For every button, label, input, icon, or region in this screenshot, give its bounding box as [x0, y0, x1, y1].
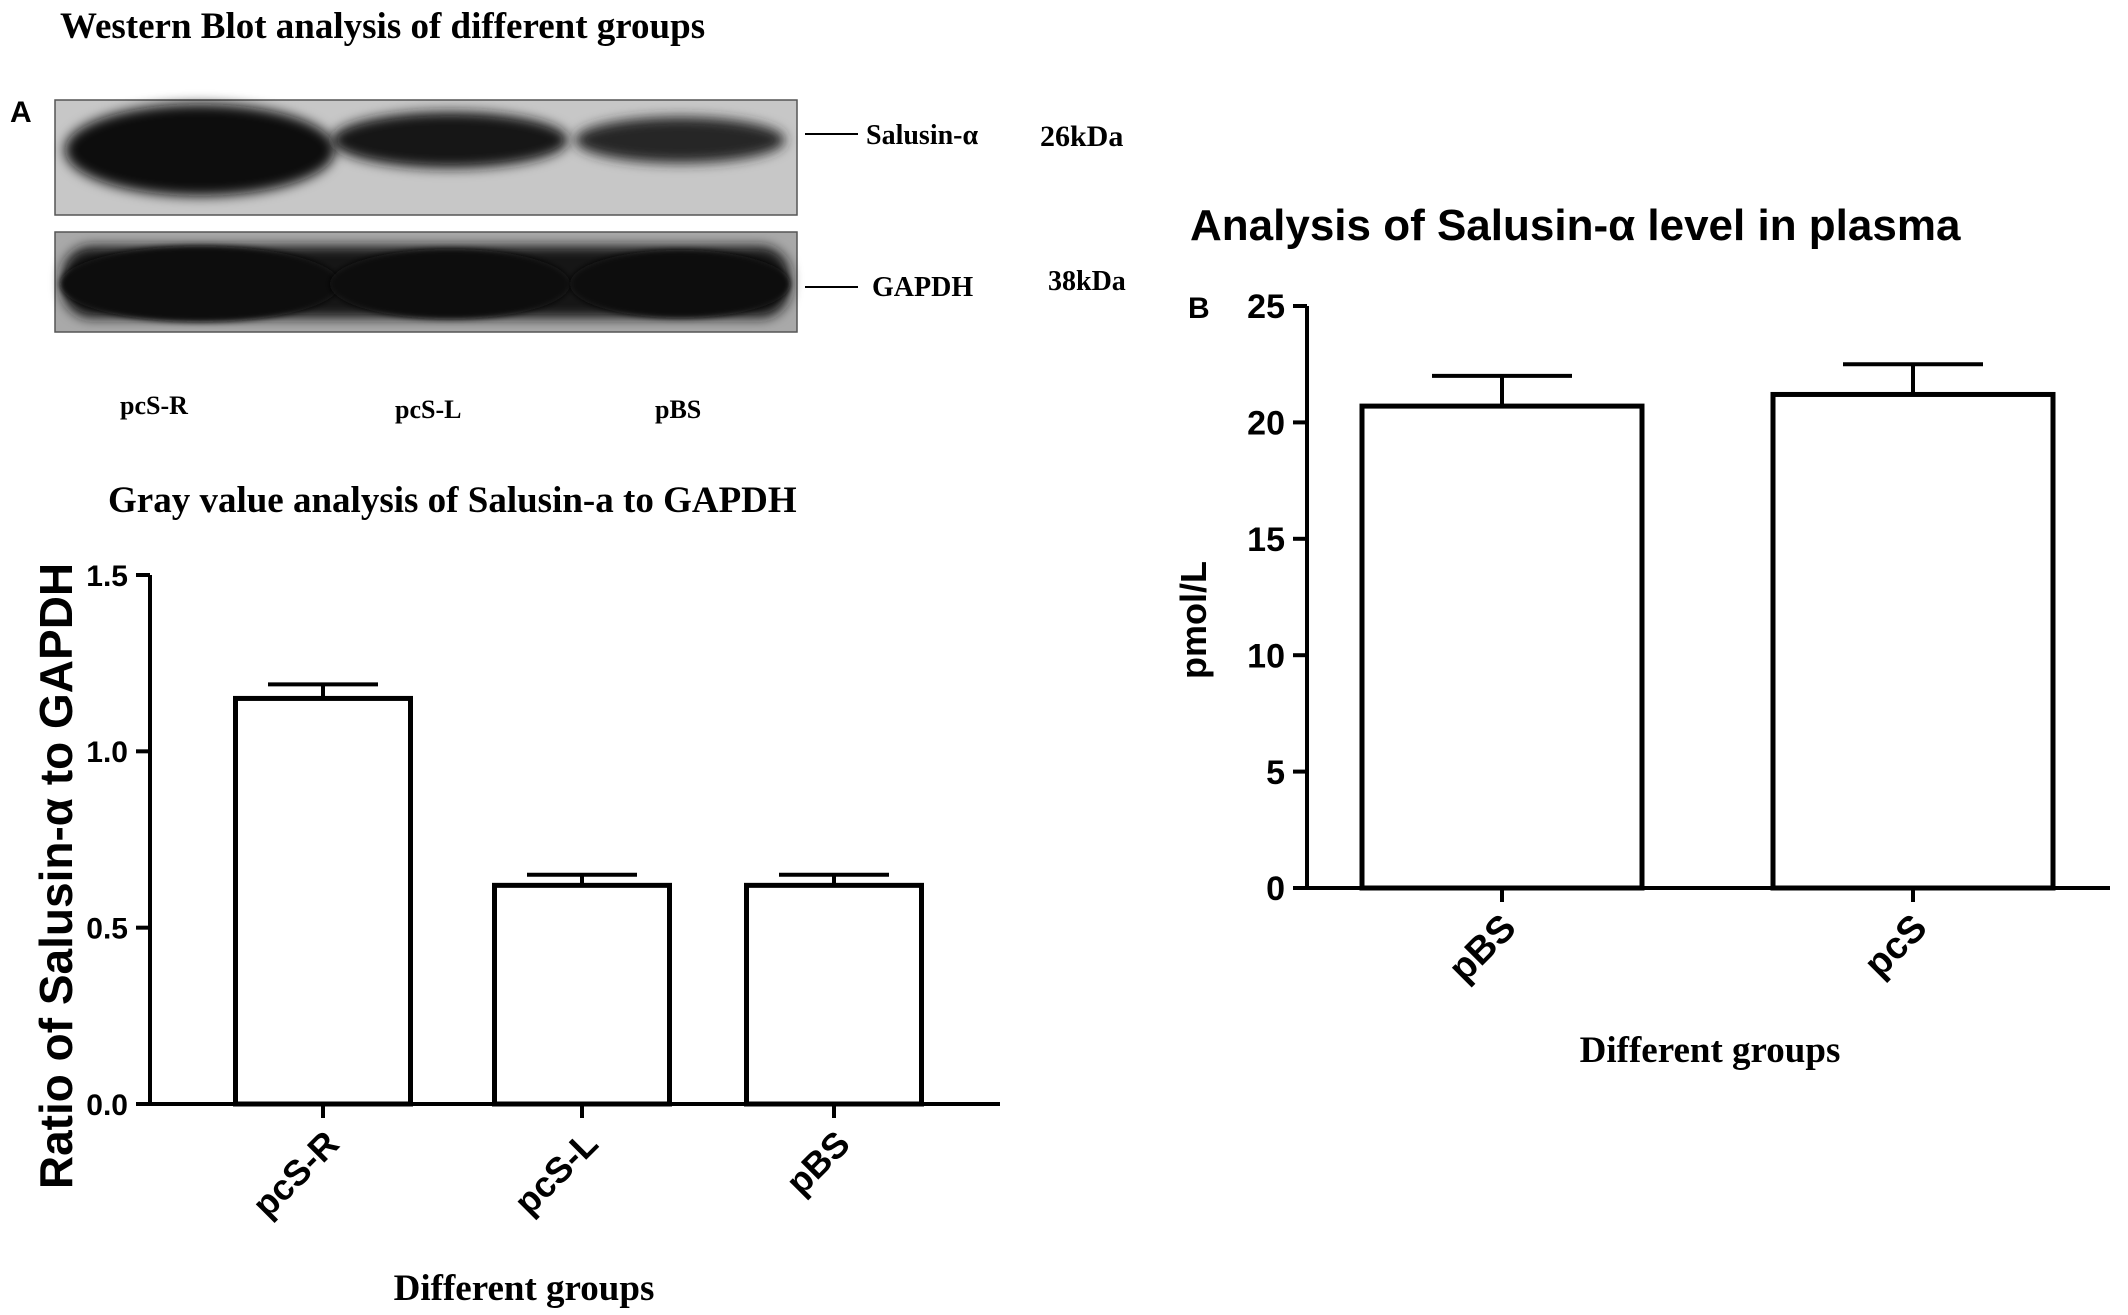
chart1-title: Gray value analysis of Salusin-a to GAPD… [108, 480, 797, 521]
chart1-y-tick-label: 0.5 [86, 912, 128, 945]
gapdh-band-size: 38kDa [1048, 266, 1126, 297]
blot-strip-gapdh [54, 231, 798, 333]
gapdh-band-label: GAPDH [872, 272, 973, 303]
blot-title: Western Blot analysis of different group… [60, 6, 705, 47]
panel-b-letter: B [1188, 292, 1210, 325]
gapdh-band-pcs-l [330, 249, 570, 319]
chart2-y-tick-label: 15 [1247, 521, 1285, 559]
chart2-y-tick-label: 5 [1266, 754, 1285, 792]
chart2-x-tick-label-pbs: pBS [1441, 907, 1524, 990]
lane-label-pbs: pBS [655, 395, 701, 424]
chart2-bars [1359, 362, 2056, 891]
gapdh-band-pbs [570, 250, 790, 318]
chart1-bar-pbs [744, 882, 924, 1107]
chart2-y-tick-label: 25 [1247, 288, 1285, 326]
band-pcs-l [332, 112, 568, 168]
chart-gray-value: Gray value analysis of Salusin-a to GAPD… [30, 480, 1000, 1309]
chart2-bar-pcs [1770, 391, 2056, 891]
chart2-y-tick-label: 10 [1247, 637, 1285, 675]
chart2-x-tick-label-pcs: pcS [1856, 907, 1935, 986]
chart2-ylabel: pmol/L [1173, 561, 1214, 679]
lane-label-pcs-r: pcS-R [120, 391, 188, 420]
chart1-y-tick-label: 1.0 [86, 736, 128, 769]
chart2-bar-pbs [1359, 403, 1645, 891]
chart2-y-tick-label: 0 [1266, 870, 1285, 908]
lane-label-pcs-l: pcS-L [395, 395, 461, 424]
chart1-xlabel: Different groups [394, 1268, 655, 1309]
band-pcs-r [65, 104, 335, 196]
chart-plasma-level: Analysis of Salusin-α level in plasma B … [1173, 201, 2110, 1071]
chart2-y-tick-label: 20 [1247, 405, 1285, 443]
chart1-y-tick-label: 1.5 [86, 560, 128, 593]
chart1-x-tick-label-pbs: pBS [778, 1123, 858, 1203]
salusin-band-label: Salusin-α [866, 120, 978, 151]
gapdh-band-pcs-r [60, 246, 340, 322]
chart1-bar-pcs-r [233, 695, 413, 1107]
panel-a-letter: A [10, 96, 32, 129]
chart1-y-tick-label: 0.0 [86, 1089, 128, 1122]
chart1-x-tick-label-pcs-r: pcS-R [244, 1123, 347, 1226]
chart1-bar-pcs-l [492, 882, 672, 1107]
chart2-title: Analysis of Salusin-α level in plasma [1190, 201, 1961, 250]
chart1-x-tick-label-pcs-l: pcS-L [506, 1123, 606, 1223]
blot-strip-salusin [54, 99, 798, 216]
chart1-ylabel: Ratio of Salusin-α to GAPDH [30, 563, 82, 1189]
chart2-xlabel: Different groups [1580, 1030, 1841, 1071]
chart1-bars [233, 682, 924, 1107]
band-pbs [575, 117, 785, 163]
salusin-band-size: 26kDa [1040, 120, 1123, 153]
